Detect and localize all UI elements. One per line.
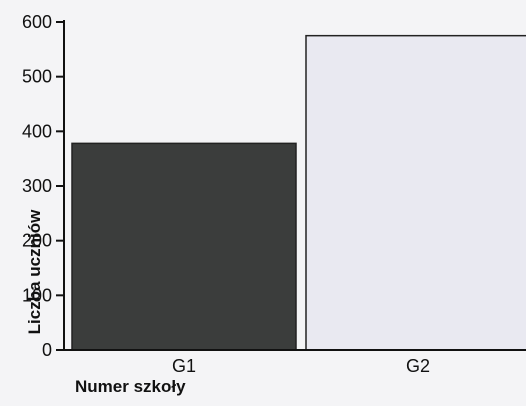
- y-tick-label: 600: [22, 12, 52, 32]
- y-tick-label: 200: [22, 231, 52, 251]
- y-tick-label: 500: [22, 67, 52, 87]
- bar-g1: [71, 142, 297, 351]
- y-ticks-group: 0 100 200 300 400 500 600: [22, 12, 64, 360]
- x-ticks-group: G1 G2: [172, 356, 430, 376]
- y-axis-title: Liczba uczniów: [25, 209, 44, 334]
- y-tick-label: 400: [22, 121, 52, 141]
- x-axis-title: Numer szkoły: [75, 377, 186, 396]
- bars-group: [71, 34, 526, 351]
- y-tick-label: 300: [22, 176, 52, 196]
- bar-g2: [305, 34, 526, 351]
- y-tick-label: 100: [22, 285, 52, 305]
- x-tick-label: G1: [172, 356, 196, 376]
- y-tick-label: 0: [42, 340, 52, 360]
- x-tick-label: G2: [406, 356, 430, 376]
